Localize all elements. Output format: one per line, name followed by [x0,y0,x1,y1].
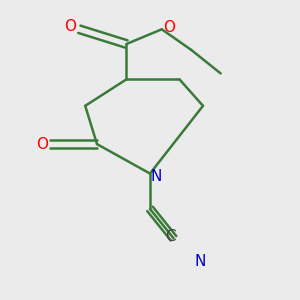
Text: O: O [163,20,175,35]
Text: N: N [194,254,206,269]
Text: N: N [150,169,162,184]
Text: C: C [165,230,176,244]
Text: O: O [37,136,49,152]
Text: O: O [64,19,76,34]
